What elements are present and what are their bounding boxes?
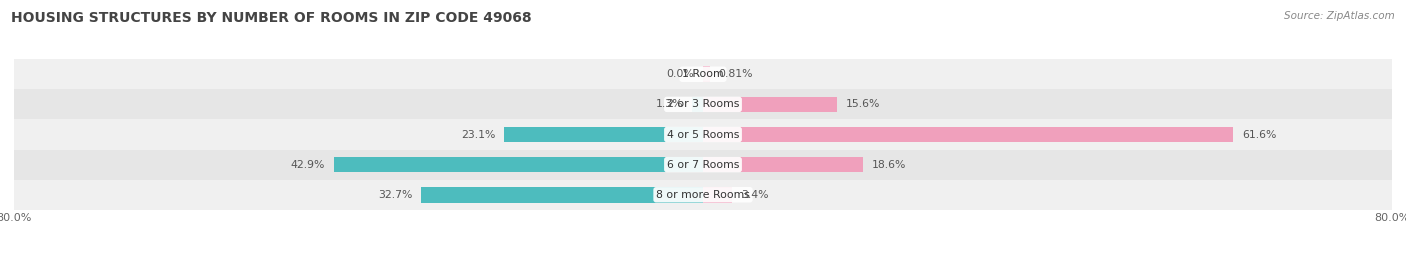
Legend: Owner-occupied, Renter-occupied: Owner-occupied, Renter-occupied: [583, 268, 823, 269]
Text: 61.6%: 61.6%: [1241, 129, 1277, 140]
Text: 1.3%: 1.3%: [655, 99, 683, 109]
Bar: [703, 187, 733, 203]
Bar: [14, 59, 1392, 89]
Bar: [703, 157, 863, 172]
Text: 15.6%: 15.6%: [846, 99, 880, 109]
Text: 2 or 3 Rooms: 2 or 3 Rooms: [666, 99, 740, 109]
Text: 18.6%: 18.6%: [872, 160, 905, 170]
Bar: [333, 157, 703, 172]
Text: 1 Room: 1 Room: [682, 69, 724, 79]
Text: 8 or more Rooms: 8 or more Rooms: [657, 190, 749, 200]
Text: HOUSING STRUCTURES BY NUMBER OF ROOMS IN ZIP CODE 49068: HOUSING STRUCTURES BY NUMBER OF ROOMS IN…: [11, 11, 531, 25]
Text: 0.0%: 0.0%: [666, 69, 695, 79]
Bar: [14, 89, 1392, 119]
Bar: [14, 119, 1392, 150]
Bar: [422, 187, 703, 203]
Text: 0.81%: 0.81%: [718, 69, 754, 79]
Text: 23.1%: 23.1%: [461, 129, 495, 140]
Bar: [703, 66, 710, 82]
Bar: [14, 180, 1392, 210]
Bar: [692, 97, 703, 112]
Text: 6 or 7 Rooms: 6 or 7 Rooms: [666, 160, 740, 170]
Text: 42.9%: 42.9%: [291, 160, 325, 170]
Bar: [703, 127, 1233, 142]
Text: Source: ZipAtlas.com: Source: ZipAtlas.com: [1284, 11, 1395, 21]
Bar: [703, 97, 838, 112]
Text: 3.4%: 3.4%: [741, 190, 769, 200]
Text: 32.7%: 32.7%: [378, 190, 413, 200]
Text: 4 or 5 Rooms: 4 or 5 Rooms: [666, 129, 740, 140]
Bar: [505, 127, 703, 142]
Bar: [14, 150, 1392, 180]
